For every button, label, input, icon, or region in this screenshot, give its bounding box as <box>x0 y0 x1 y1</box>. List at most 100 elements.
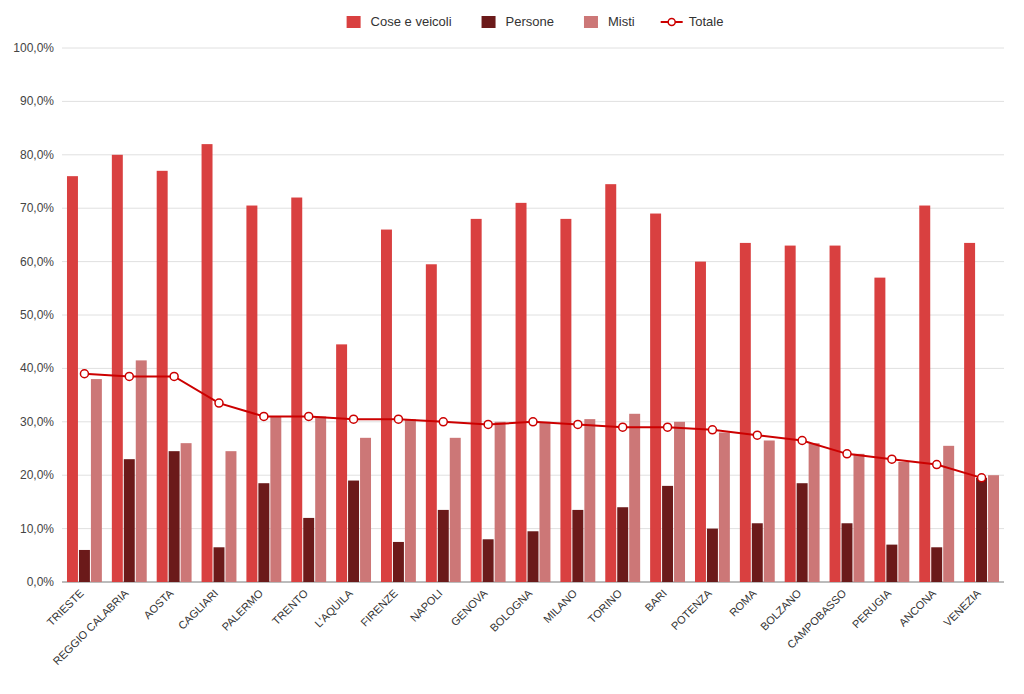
bar <box>202 144 213 582</box>
y-tick-label: 70,0% <box>20 201 54 215</box>
x-axis: TRIESTEREGGIO CALABRIAAOSTACAGLIARIPALER… <box>45 586 984 667</box>
bar <box>674 422 685 582</box>
line-marker <box>888 455 896 463</box>
line-marker <box>664 423 672 431</box>
line-marker <box>305 412 313 420</box>
legend-swatch <box>668 19 675 26</box>
y-tick-label: 10,0% <box>20 522 54 536</box>
bar <box>560 219 571 582</box>
bar <box>842 523 853 582</box>
x-tick-label: NAPOLI <box>408 587 445 624</box>
line-marker <box>439 418 447 426</box>
legend-label: Cose e veicoli <box>371 14 452 29</box>
bar <box>919 206 930 582</box>
bar <box>67 176 78 582</box>
bar <box>740 243 751 582</box>
y-tick-label: 80,0% <box>20 148 54 162</box>
line-marker <box>484 420 492 428</box>
y-tick-label: 60,0% <box>20 255 54 269</box>
bar <box>584 419 595 582</box>
legend-item: Persone <box>482 14 554 29</box>
bar <box>809 443 820 582</box>
line-series <box>80 370 985 482</box>
x-tick-label: REGGIO CALABRIA <box>50 586 131 667</box>
line-marker <box>843 450 851 458</box>
y-tick-label: 0,0% <box>27 575 55 589</box>
bar <box>169 451 180 582</box>
bar <box>471 219 482 582</box>
legend: Cose e veicoliPersoneMistiTotale <box>347 14 724 29</box>
y-axis: 0,0%10,0%20,0%30,0%40,0%50,0%60,0%70,0%8… <box>13 41 1004 589</box>
bar <box>112 155 123 582</box>
bar <box>629 414 640 582</box>
x-tick-label: BOLOGNA <box>487 586 534 633</box>
bar <box>136 360 147 582</box>
plot-area <box>67 144 999 582</box>
bar <box>719 432 730 582</box>
legend-swatch <box>482 16 496 28</box>
bar <box>572 510 583 582</box>
bar <box>270 416 281 582</box>
chart: 0,0%10,0%20,0%30,0%40,0%50,0%60,0%70,0%8… <box>0 0 1024 694</box>
bar <box>650 214 661 582</box>
bar <box>539 422 550 582</box>
bar <box>405 419 416 582</box>
grid-line <box>62 48 1004 49</box>
line-marker <box>619 423 627 431</box>
legend-item: Misti <box>584 14 635 29</box>
x-tick-label: TORINO <box>586 587 625 626</box>
bar <box>695 262 706 582</box>
y-tick-label: 20,0% <box>20 468 54 482</box>
bar-series <box>91 360 999 582</box>
line-marker <box>978 474 986 482</box>
y-tick-label: 90,0% <box>20 94 54 108</box>
bar <box>764 440 775 582</box>
bar <box>662 486 673 582</box>
bar <box>426 264 437 582</box>
bar <box>181 443 192 582</box>
bar <box>752 523 763 582</box>
line-marker <box>753 431 761 439</box>
bar <box>360 438 371 582</box>
x-tick-label: FIRENZE <box>358 587 400 629</box>
bar <box>225 451 236 582</box>
bar <box>91 379 102 582</box>
bar <box>258 483 269 582</box>
x-tick-label: AOSTA <box>141 586 176 621</box>
bar <box>707 529 718 582</box>
x-tick-label: POTENZA <box>669 586 715 632</box>
bar <box>79 550 90 582</box>
bar <box>898 462 909 582</box>
x-tick-label: CAGLIARI <box>176 587 221 632</box>
bar <box>495 422 506 582</box>
grid-line <box>62 101 1004 102</box>
x-tick-label: PERUGIA <box>850 586 894 630</box>
bar <box>246 206 257 582</box>
y-tick-label: 40,0% <box>20 361 54 375</box>
bar <box>393 542 404 582</box>
bar <box>797 483 808 582</box>
y-tick-label: 30,0% <box>20 415 54 429</box>
bar-series <box>79 451 987 582</box>
line-marker <box>529 418 537 426</box>
bar <box>931 547 942 582</box>
line-marker <box>933 461 941 469</box>
bar <box>886 545 897 582</box>
bar <box>315 416 326 582</box>
legend-swatch <box>347 16 361 28</box>
y-tick-label: 100,0% <box>13 41 54 55</box>
line-marker <box>80 370 88 378</box>
line-marker <box>350 415 358 423</box>
bar <box>381 230 392 582</box>
bar <box>830 246 841 582</box>
bar <box>336 344 347 582</box>
legend-label: Misti <box>608 14 635 29</box>
bar <box>976 478 987 582</box>
bar <box>874 278 885 582</box>
bar <box>516 203 527 582</box>
x-tick-label: ROMA <box>727 586 759 618</box>
line-marker <box>708 426 716 434</box>
bar <box>348 481 359 582</box>
legend-item: Cose e veicoli <box>347 14 452 29</box>
bar <box>605 184 616 582</box>
